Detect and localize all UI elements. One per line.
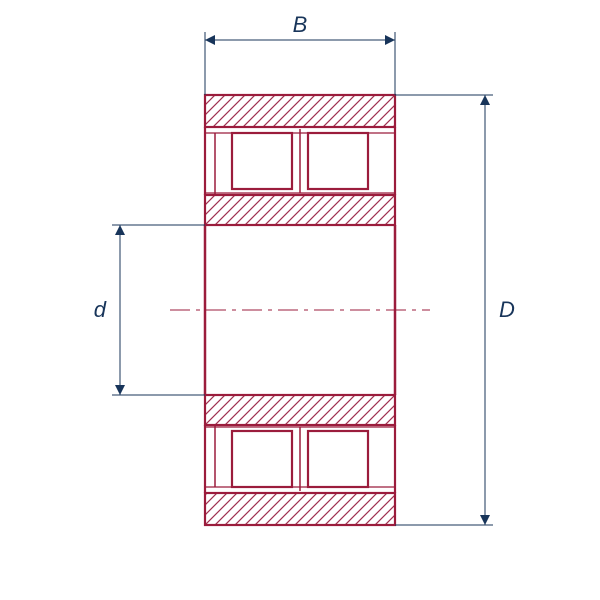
label-D: D <box>499 297 515 322</box>
bearing-cross-section-diagram: Bd D <box>0 0 600 600</box>
label-B: B <box>293 12 308 37</box>
label-d: d <box>94 297 107 322</box>
